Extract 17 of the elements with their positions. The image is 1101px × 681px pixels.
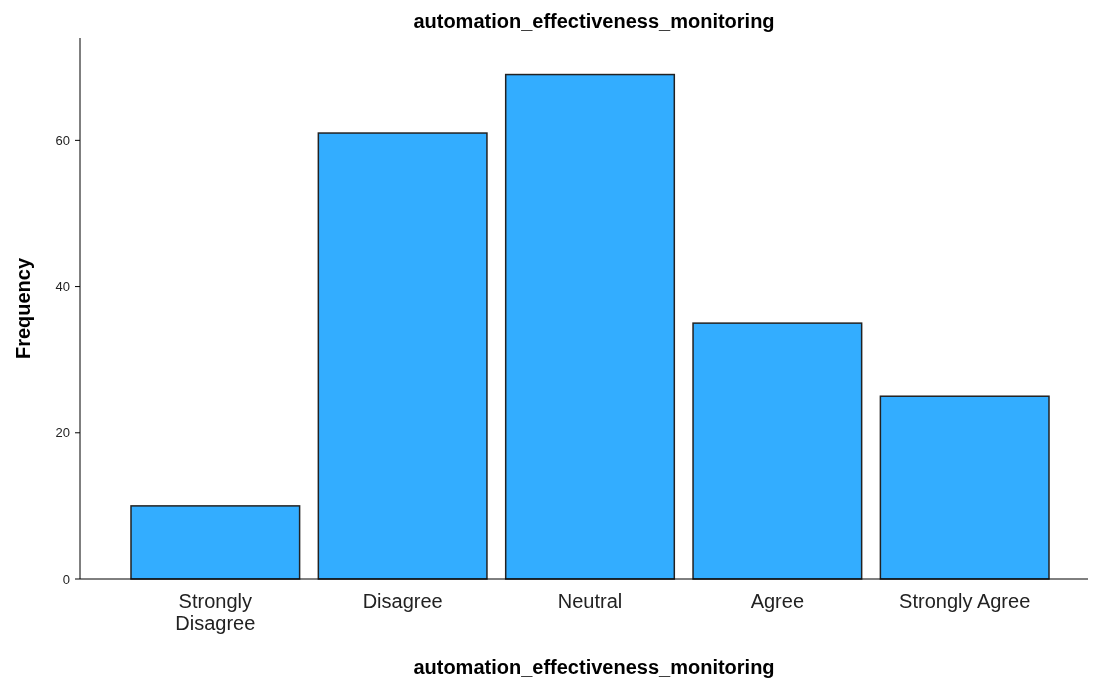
bar [504,73,676,580]
y-tick-label: 20 [55,425,70,441]
x-tick-label: Strongly Disagree [175,590,256,634]
y-tick-label: 60 [55,132,70,148]
y-tick-label: 0 [62,571,70,587]
bar [317,132,488,580]
y-axis-title: Frequency [12,257,34,360]
x-tick-label: Neutral [557,590,623,612]
x-axis-title: automation_effectiveness_monitoring [413,656,775,678]
bar [879,395,1050,580]
chart-title: automation_effectiveness_monitoring [413,10,775,32]
bar [692,322,863,580]
x-tick-label: Strongly Agree [899,590,1031,612]
x-tick-label: Disagree [362,590,443,612]
x-tick-label: Agree [750,590,805,612]
y-tick-label: 40 [55,279,70,295]
bar [130,505,301,580]
